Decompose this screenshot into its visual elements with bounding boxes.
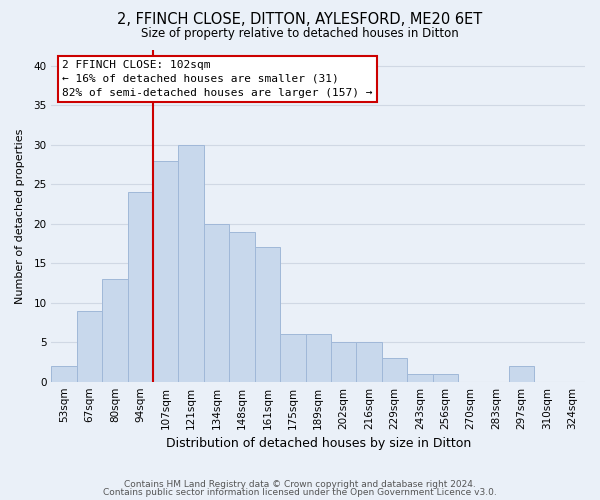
Bar <box>229 232 255 382</box>
Bar <box>407 374 433 382</box>
Bar <box>128 192 153 382</box>
Text: 2, FFINCH CLOSE, DITTON, AYLESFORD, ME20 6ET: 2, FFINCH CLOSE, DITTON, AYLESFORD, ME20… <box>118 12 482 28</box>
Bar <box>305 334 331 382</box>
X-axis label: Distribution of detached houses by size in Ditton: Distribution of detached houses by size … <box>166 437 471 450</box>
Bar <box>153 160 178 382</box>
Text: Contains HM Land Registry data © Crown copyright and database right 2024.: Contains HM Land Registry data © Crown c… <box>124 480 476 489</box>
Y-axis label: Number of detached properties: Number of detached properties <box>15 128 25 304</box>
Bar <box>509 366 534 382</box>
Bar <box>255 248 280 382</box>
Bar <box>178 145 204 382</box>
Bar <box>52 366 77 382</box>
Bar <box>433 374 458 382</box>
Bar <box>77 310 102 382</box>
Bar <box>331 342 356 382</box>
Bar <box>204 224 229 382</box>
Bar <box>280 334 305 382</box>
Bar <box>102 279 128 382</box>
Text: 2 FFINCH CLOSE: 102sqm
← 16% of detached houses are smaller (31)
82% of semi-det: 2 FFINCH CLOSE: 102sqm ← 16% of detached… <box>62 60 373 98</box>
Bar <box>356 342 382 382</box>
Text: Size of property relative to detached houses in Ditton: Size of property relative to detached ho… <box>141 28 459 40</box>
Text: Contains public sector information licensed under the Open Government Licence v3: Contains public sector information licen… <box>103 488 497 497</box>
Bar <box>382 358 407 382</box>
